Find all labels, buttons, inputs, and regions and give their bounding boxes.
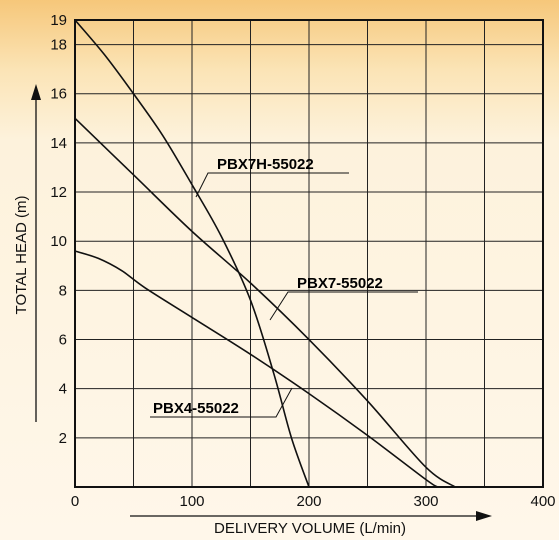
y-tick-label: 18 xyxy=(50,37,67,54)
y-tick-label: 4 xyxy=(59,381,67,398)
y-tick-label: 6 xyxy=(59,332,67,349)
series-label-pbx4: PBX4-55022 xyxy=(153,400,239,417)
x-axis-arrowhead xyxy=(476,511,492,521)
leader-pbx7 xyxy=(269,291,293,321)
axis-arrows xyxy=(31,84,492,521)
leader-pbx4 xyxy=(270,387,293,418)
y-tick-label: 2 xyxy=(59,430,67,447)
x-tick-label: 400 xyxy=(530,493,555,510)
x-tick-label: 100 xyxy=(179,493,204,510)
grid xyxy=(75,20,543,487)
series-line-pbx7h xyxy=(74,19,310,488)
x-tick-label: 0 xyxy=(71,493,79,510)
y-tick-label: 8 xyxy=(59,282,67,299)
y-tick-label: 10 xyxy=(50,233,67,250)
y-tick-label: 14 xyxy=(50,135,67,152)
y-tick-label: 12 xyxy=(50,184,67,201)
y-axis-title: TOTAL HEAD (m) xyxy=(13,196,30,315)
x-tick-label: 200 xyxy=(296,493,321,510)
y-axis-arrowhead xyxy=(31,84,41,100)
leader-pbx7h xyxy=(195,172,213,198)
series-label-pbx7h: PBX7H-55022 xyxy=(217,156,314,173)
series-line-pbx7 xyxy=(74,117,456,488)
y-tick-label: 19 xyxy=(50,12,67,29)
x-axis-title: DELIVERY VOLUME (L/min) xyxy=(214,520,406,537)
y-tick-label: 16 xyxy=(50,86,67,103)
tick-labels: 0 100 200 300 400 2 4 6 8 10 12 14 16 18 19 xyxy=(50,12,555,510)
label-leaders xyxy=(150,172,418,418)
series-label-pbx7: PBX7-55022 xyxy=(297,275,383,292)
x-tick-label: 300 xyxy=(413,493,438,510)
series-line-pbx4 xyxy=(74,250,439,488)
series-lines xyxy=(74,19,456,488)
